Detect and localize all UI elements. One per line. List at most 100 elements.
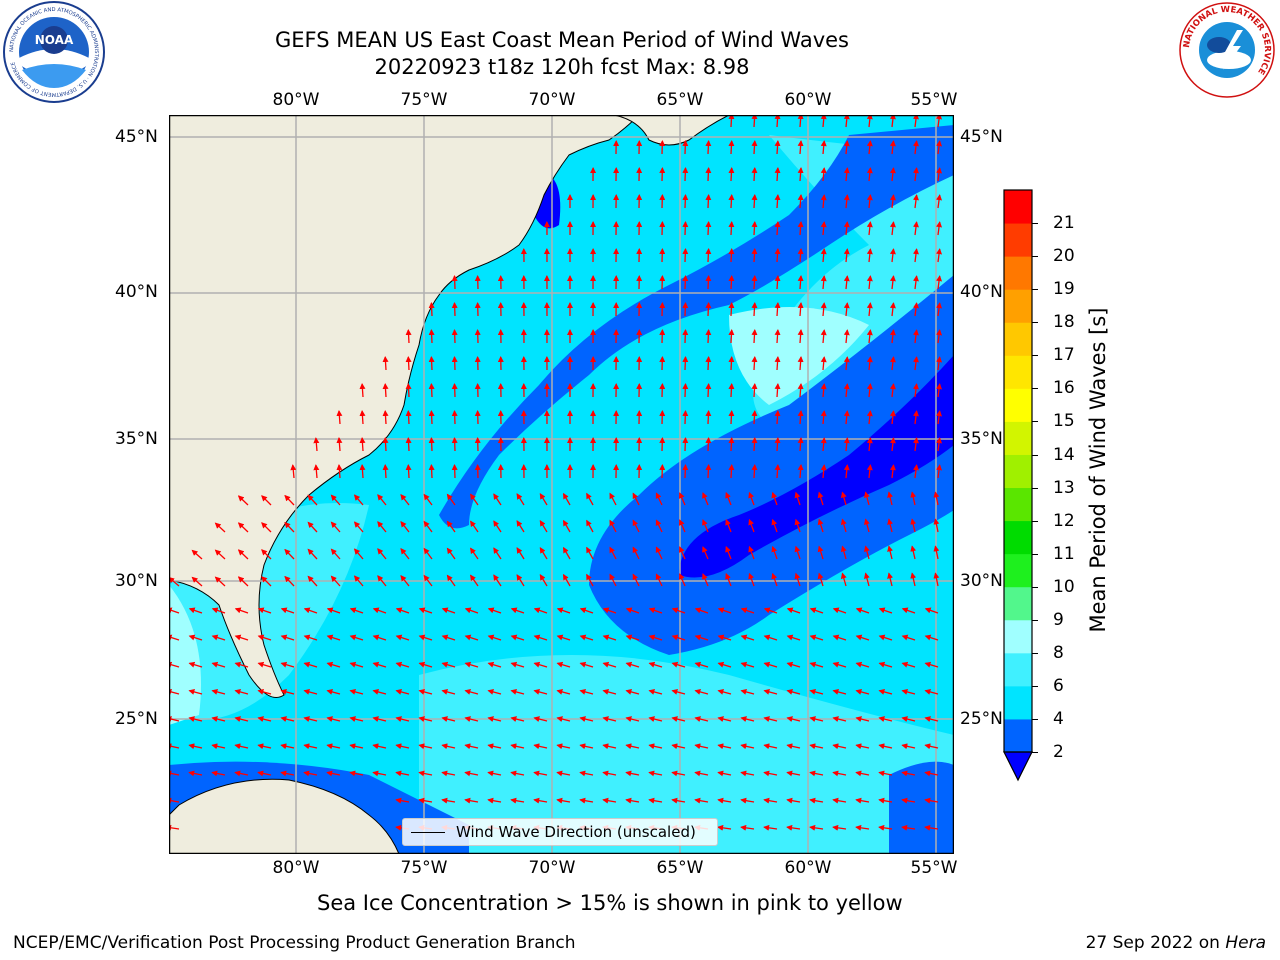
wave-direction-arrow [717,689,732,695]
wave-direction-arrow [464,634,479,641]
wave-direction-arrow [936,248,943,263]
wave-direction-arrow [678,546,686,560]
wave-direction-arrow [864,518,870,533]
wave-direction-arrow [625,661,640,668]
wave-direction-arrow [878,770,893,777]
wave-direction-arrow [855,661,870,668]
colorbar-tick-label: 9 [1053,609,1064,630]
wave-direction-arrow [353,575,364,587]
wave-direction-arrow [728,437,735,452]
lon-tick-top: 55°W [910,90,958,110]
wave-direction-arrow [809,824,824,831]
wave-direction-arrow [451,383,458,398]
wave-direction-arrow [602,770,617,777]
wave-direction-arrow [428,302,435,317]
colorbar-tick-mark [1032,685,1038,687]
wave-direction-arrow [694,797,709,804]
wave-direction-arrow [423,574,433,587]
lon-tick-top: 60°W [784,90,832,110]
wave-direction-arrow [579,661,594,668]
wave-direction-arrow [169,716,180,723]
wave-direction-arrow [214,522,226,533]
wave-direction-arrow [353,521,364,533]
wave-direction-arrow [705,221,712,236]
wave-direction-arrow [169,770,180,777]
wave-direction-arrow [855,634,870,641]
lon-tick-bottom: 60°W [784,858,832,878]
colorbar-segment [1004,520,1032,555]
wave-direction-arrow [840,518,847,533]
wave-direction-arrow [843,383,850,398]
wave-direction-arrow [751,221,758,236]
wave-direction-arrow [303,716,318,723]
wave-direction-arrow [556,689,571,695]
wave-direction-arrow [464,797,479,804]
wave-direction-arrow [843,356,850,371]
wave-direction-arrow [395,634,410,641]
wave-direction-arrow [510,689,525,695]
legend-line-sample [411,832,445,833]
wave-direction-arrow [809,797,824,804]
footer-branch: NCEP/EMC/Verification Post Processing Pr… [13,933,576,953]
wave-direction-arrow [405,383,412,398]
wave-direction-arrow [763,797,778,804]
wave-direction-arrow [843,302,850,317]
wave-direction-arrow [303,661,318,668]
wave-direction-arrow [751,140,758,155]
wave-direction-arrow [441,607,456,614]
wave-direction-arrow [533,634,548,641]
lat-tick-right: 35°N [960,429,1003,449]
wave-direction-arrow [418,797,433,804]
wave-direction-arrow [866,275,873,290]
wave-direction-arrow [625,770,640,777]
wave-direction-arrow [313,464,320,479]
wave-direction-arrow [313,437,320,452]
wave-direction-arrow [820,194,827,209]
wave-direction-arrow [372,743,387,750]
wave-direction-arrow [451,329,458,344]
wave-direction-arrow [728,248,735,263]
wave-direction-arrow [751,437,758,452]
wave-direction-arrow [889,194,896,209]
wave-direction-arrow [579,607,594,614]
wave-direction-arrow [682,167,689,182]
wave-direction-arrow [234,661,249,668]
wave-direction-arrow [602,661,617,668]
wave-direction-arrow [887,545,894,560]
wave-direction-arrow [510,661,525,668]
wave-direction-arrow [933,545,940,560]
wave-direction-arrow [832,797,847,804]
wave-direction-arrow [843,140,850,155]
wave-direction-arrow [887,491,894,506]
wave-direction-arrow [855,824,870,831]
colorbar-tick-mark [1032,454,1038,456]
wave-direction-arrow [832,824,847,831]
wave-direction-arrow [889,302,896,317]
wave-direction-arrow [326,716,341,723]
colorbar-segment [1004,223,1032,257]
wave-direction-arrow [280,770,295,777]
noaa-logo: NOAA NATIONAL OCEANIC AND ATMOSPHERIC AD… [3,1,105,103]
lat-tick-right: 45°N [960,127,1003,147]
lat-tick-left: 45°N [115,127,158,147]
wave-direction-arrow [400,494,410,506]
wave-direction-arrow [586,573,594,587]
wave-direction-arrow [936,464,943,479]
wave-direction-arrow [441,716,456,723]
wave-direction-arrow [889,221,896,236]
wave-direction-arrow [740,689,755,695]
wave-direction-arrow [510,607,525,614]
colorbar-tick-mark [1032,223,1038,225]
wave-direction-arrow [464,716,479,723]
wave-direction-arrow [470,547,479,560]
wave-direction-arrow [372,661,387,668]
wave-direction-arrow [682,329,689,344]
wave-direction-arrow [395,770,410,777]
wave-direction-arrow [936,140,943,155]
wave-direction-arrow [451,464,458,479]
wave-direction-arrow [441,743,456,750]
wave-period-map [169,115,954,854]
wave-direction-arrow [533,743,548,750]
sea-ice-caption: Sea Ice Concentration > 15% is shown in … [317,891,903,915]
colorbar-tick-label: 10 [1053,576,1075,597]
